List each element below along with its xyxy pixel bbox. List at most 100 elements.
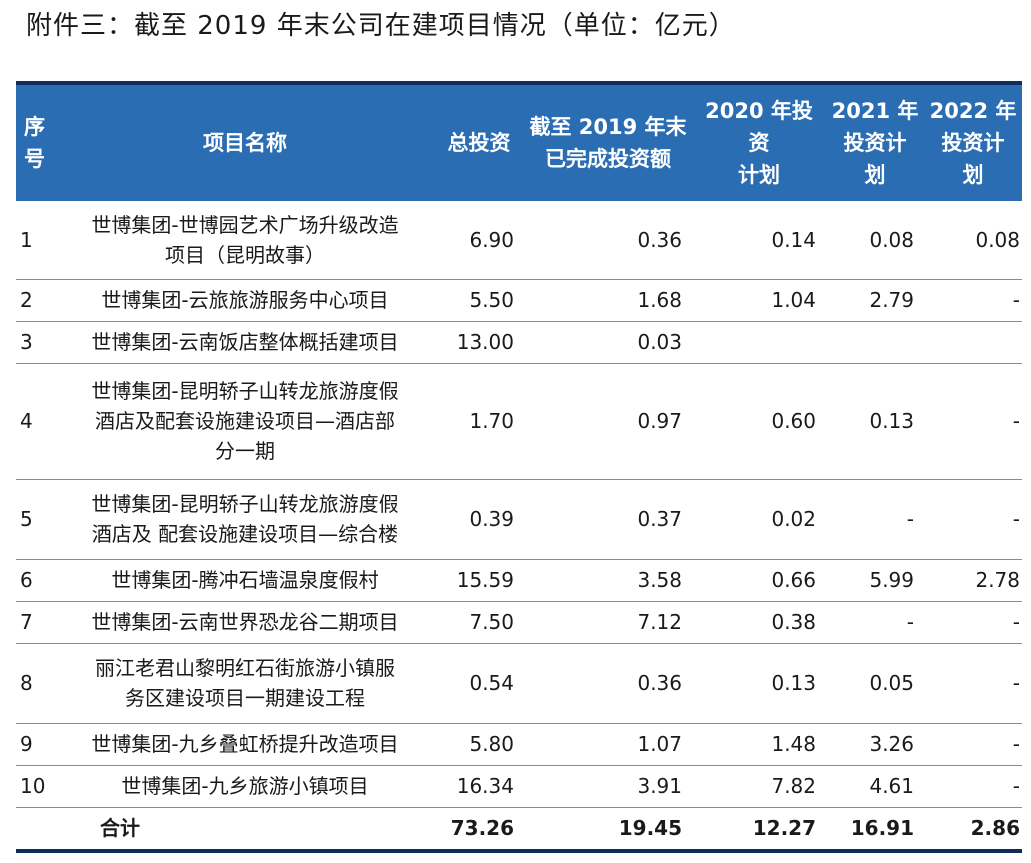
total-label: 合计 [56, 807, 434, 853]
row-project-name: 世博集团-九乡旅游小镇项目 [56, 765, 434, 808]
row-plan-2021: - [826, 601, 924, 644]
header-plan-2021-line: 2021 年 [831, 99, 919, 123]
row-completed: 0.36 [524, 643, 692, 724]
row-plan-2020: 0.60 [692, 363, 826, 480]
row-plan-2021: 3.26 [826, 723, 924, 766]
row-index: 1 [16, 201, 56, 280]
row-project-name: 世博集团-云南世界恐龙谷二期项目 [56, 601, 434, 644]
header-index-line: 号 [24, 147, 45, 171]
row-index: 2 [16, 279, 56, 322]
table-row: 9 世博集团-九乡叠虹桥提升改造项目 5.80 1.07 1.48 3.26 - [16, 723, 1022, 766]
row-plan-2021: 0.13 [826, 363, 924, 480]
row-index: 9 [16, 723, 56, 766]
header-plan-2021-line: 划 [864, 163, 886, 187]
row-plan-2022: - [924, 479, 1022, 560]
row-completed: 3.91 [524, 765, 692, 808]
row-plan-2020: 0.02 [692, 479, 826, 560]
page-title: 附件三：截至 2019 年末公司在建项目情况（单位：亿元） [26, 11, 736, 41]
total-plan-2020: 12.27 [692, 807, 826, 853]
total-index [16, 807, 56, 853]
row-plan-2022: - [924, 723, 1022, 766]
row-plan-2021: 0.08 [826, 201, 924, 280]
row-plan-2020: 0.38 [692, 601, 826, 644]
name-line: 分一期 [215, 439, 275, 463]
row-project-name: 世博集团-腾冲石墙温泉度假村 [56, 559, 434, 602]
row-index: 8 [16, 643, 56, 724]
row-total: 7.50 [434, 601, 524, 644]
row-plan-2021: 0.05 [826, 643, 924, 724]
row-plan-2020: 1.04 [692, 279, 826, 322]
table-row: 1 世博集团-世博园艺术广场升级改造 项目（昆明故事） 6.90 0.36 0.… [16, 201, 1022, 280]
header-plan-2020-line: 计划 [738, 163, 780, 187]
name-line: 世博集团-世博园艺术广场升级改造 [91, 212, 399, 237]
top-rule [16, 81, 1022, 85]
row-plan-2020 [692, 321, 826, 364]
row-index: 7 [16, 601, 56, 644]
row-project-name: 世博集团-九乡叠虹桥提升改造项目 [56, 723, 434, 766]
table-row: 5 世博集团-昆明轿子山转龙旅游度假 酒店及 配套设施建设项目—综合楼 0.39… [16, 479, 1022, 560]
name-line: 世博集团-九乡叠虹桥提升改造项目 [91, 732, 399, 756]
row-index: 4 [16, 363, 56, 480]
row-project-name: 丽江老君山黎明红石街旅游小镇服 务区建设项目一期建设工程 [56, 643, 434, 724]
row-plan-2022: 0.08 [924, 201, 1022, 280]
row-plan-2021: 2.79 [826, 279, 924, 322]
header-plan-2021-line: 投资计 [843, 131, 907, 155]
header-plan-2021: 2021 年 投资计 划 [826, 85, 924, 201]
header-plan-2020-line: 2020 年投资 [705, 99, 813, 155]
row-total: 0.54 [434, 643, 524, 724]
row-completed: 7.12 [524, 601, 692, 644]
row-plan-2022: - [924, 643, 1022, 724]
row-plan-2021: - [826, 479, 924, 560]
row-total: 15.59 [434, 559, 524, 602]
name-line: 世博集团-云南饭店整体概括建项目 [91, 330, 399, 354]
row-plan-2020: 0.13 [692, 643, 826, 724]
row-total: 5.50 [434, 279, 524, 322]
header-project-name: 项目名称 [56, 85, 434, 201]
row-completed: 0.97 [524, 363, 692, 480]
row-index: 3 [16, 321, 56, 364]
row-plan-2022: 2.78 [924, 559, 1022, 602]
row-index: 5 [16, 479, 56, 560]
header-total-investment-label: 总投资 [447, 131, 511, 155]
table-row: 8 丽江老君山黎明红石街旅游小镇服 务区建设项目一期建设工程 0.54 0.36… [16, 643, 1022, 724]
row-plan-2021 [826, 321, 924, 364]
name-line: 世博集团-云南世界恐龙谷二期项目 [91, 610, 399, 634]
header-plan-2022-line: 2022 年 [929, 99, 1017, 123]
row-project-name: 世博集团-云南饭店整体概括建项目 [56, 321, 434, 364]
row-completed: 0.37 [524, 479, 692, 560]
name-line: 酒店及配套设施建设项目—酒店部 [95, 409, 395, 433]
header-plan-2022-line: 划 [962, 163, 984, 187]
header-completed-line: 已完成投资额 [545, 147, 671, 171]
row-total: 5.80 [434, 723, 524, 766]
row-index: 6 [16, 559, 56, 602]
total-row: 合计 73.26 19.45 12.27 16.91 2.86 [16, 807, 1022, 853]
total-plan-2021: 16.91 [826, 807, 924, 853]
name-line: 世博集团-昆明轿子山转龙旅游度假 [91, 492, 399, 516]
row-completed: 3.58 [524, 559, 692, 602]
name-line: 世博集团-腾冲石墙温泉度假村 [111, 568, 379, 592]
row-total: 0.39 [434, 479, 524, 560]
row-plan-2020: 0.66 [692, 559, 826, 602]
header-completed-line: 截至 2019 年末 [529, 115, 687, 139]
table-row: 2 世博集团-云旅旅游服务中心项目 5.50 1.68 1.04 2.79 - [16, 279, 1022, 322]
table-row: 4 世博集团-昆明轿子山转龙旅游度假 酒店及配套设施建设项目—酒店部 分一期 1… [16, 363, 1022, 480]
header-completed-2019: 截至 2019 年末 已完成投资额 [524, 85, 692, 201]
header-plan-2022-line: 投资计 [941, 131, 1005, 155]
row-plan-2020: 1.48 [692, 723, 826, 766]
row-project-name: 世博集团-昆明轿子山转龙旅游度假 酒店及配套设施建设项目—酒店部 分一期 [56, 363, 434, 480]
table-row: 7 世博集团-云南世界恐龙谷二期项目 7.50 7.12 0.38 - - [16, 601, 1022, 644]
row-plan-2022 [924, 321, 1022, 364]
row-plan-2021: 5.99 [826, 559, 924, 602]
name-line: 丽江老君山黎明红石街旅游小镇服 [95, 656, 395, 680]
row-completed: 0.03 [524, 321, 692, 364]
name-line: 务区建设项目一期建设工程 [125, 686, 365, 710]
row-plan-2022: - [924, 363, 1022, 480]
row-completed: 1.07 [524, 723, 692, 766]
name-line: 世博集团-昆明轿子山转龙旅游度假 [91, 379, 399, 403]
table-header-row: 序 号 项目名称 总投资 截至 2019 年末 已完成投资额 2020 年投资 … [16, 85, 1022, 201]
row-project-name: 世博集团-昆明轿子山转龙旅游度假 酒店及 配套设施建设项目—综合楼 [56, 479, 434, 560]
total-total: 73.26 [434, 807, 524, 853]
table-row: 3 世博集团-云南饭店整体概括建项目 13.00 0.03 [16, 321, 1022, 364]
row-total: 13.00 [434, 321, 524, 364]
row-plan-2022: - [924, 601, 1022, 644]
